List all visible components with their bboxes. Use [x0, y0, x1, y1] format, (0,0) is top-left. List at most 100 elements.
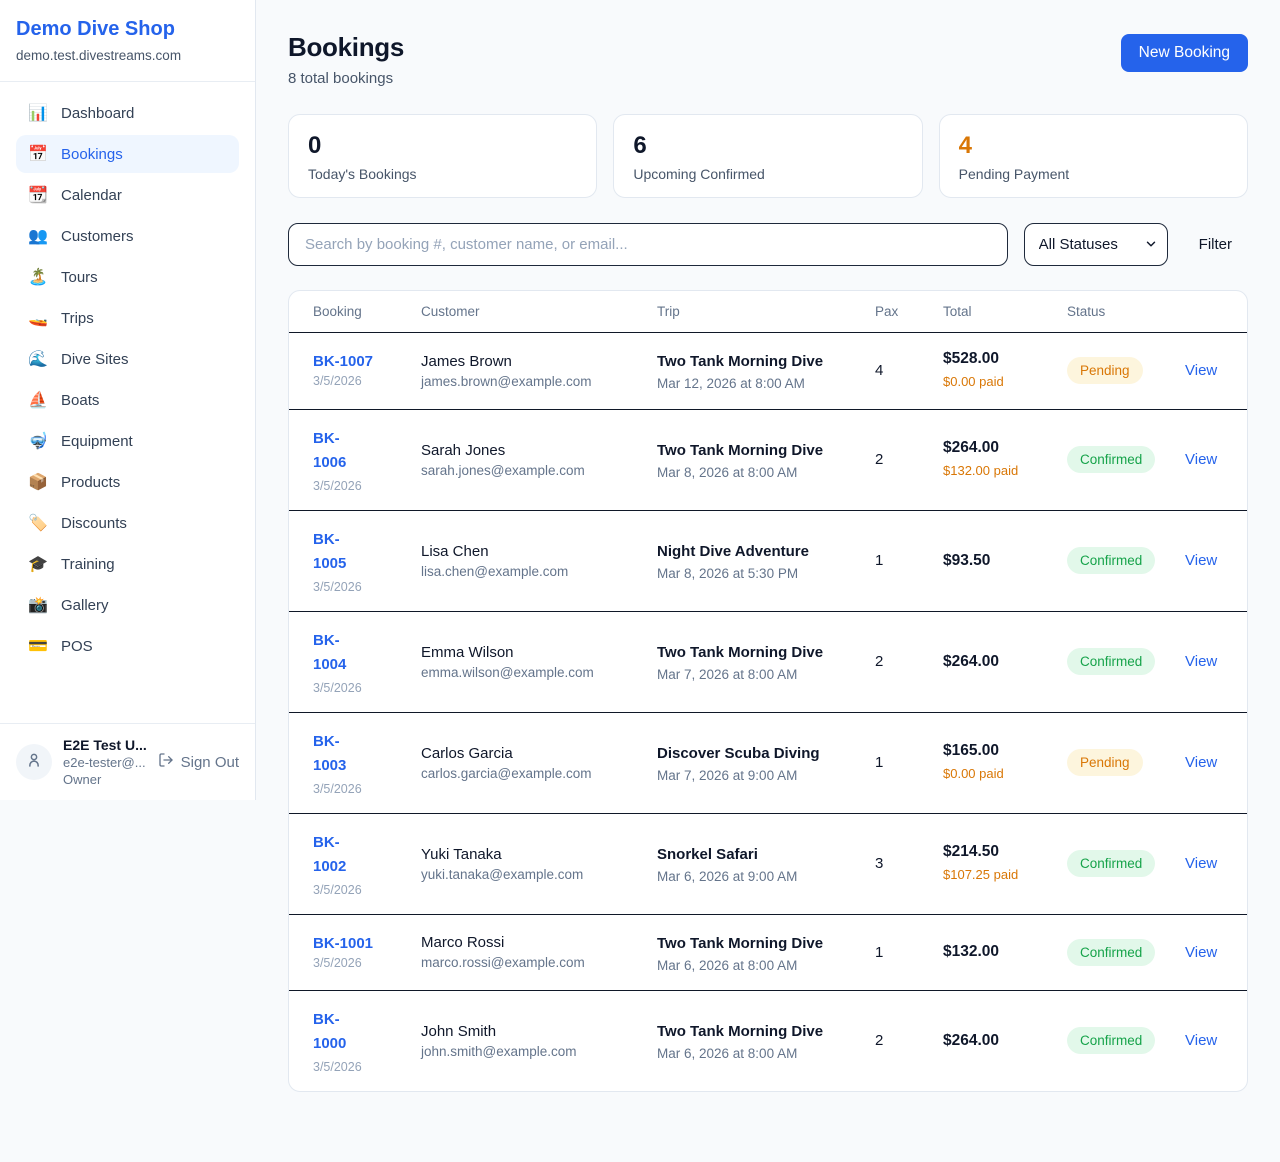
- status-cell: Confirmed: [1059, 989, 1177, 1091]
- booking-link[interactable]: BK-1003: [313, 732, 347, 774]
- stats-cards: 0 Today's Bookings 6 Upcoming Confirmed …: [288, 114, 1248, 198]
- trip-cell: Two Tank Morning Dive Mar 8, 2026 at 8:0…: [649, 408, 867, 510]
- trip-name: Two Tank Morning Dive: [657, 643, 824, 661]
- view-cell: View: [1177, 989, 1247, 1091]
- column-header-customer: Customer: [413, 291, 649, 333]
- stat-value: 6: [633, 132, 647, 159]
- booking-link[interactable]: BK-1001: [313, 934, 374, 952]
- sidebar-item-training[interactable]: 🎓 Training: [16, 545, 239, 583]
- view-link[interactable]: View: [1185, 754, 1218, 771]
- stat-card-pending-payment: 4 Pending Payment: [938, 114, 1248, 198]
- booking-date: 3/5/2026: [313, 680, 362, 695]
- sidebar-item-trips[interactable]: 🚤 Trips: [16, 299, 239, 337]
- sidebar-item-pos[interactable]: 💳 POS: [16, 627, 239, 665]
- sidebar-item-label: Calendar: [61, 186, 122, 204]
- total-cell: $214.50 $107.25 paid: [935, 812, 1059, 914]
- view-link[interactable]: View: [1185, 451, 1218, 468]
- total-amount: $264.00: [943, 438, 1000, 456]
- view-cell: View: [1177, 408, 1247, 510]
- paid-amount: $0.00 paid: [943, 374, 1004, 389]
- view-link[interactable]: View: [1185, 1032, 1218, 1050]
- new-booking-button[interactable]: New Booking: [1120, 34, 1248, 72]
- booking-link[interactable]: BK-1006: [313, 429, 347, 471]
- view-link[interactable]: View: [1185, 362, 1218, 380]
- sidebar-item-dashboard[interactable]: 📊 Dashboard: [16, 94, 239, 132]
- customer-cell: Marco Rossi marco.rossi@example.com: [413, 913, 649, 991]
- booking-link[interactable]: BK-1004: [313, 631, 347, 673]
- view-cell: View: [1177, 509, 1247, 611]
- booking-link[interactable]: BK-1002: [313, 833, 347, 875]
- sidebar-item-gallery[interactable]: 📸 Gallery: [16, 586, 239, 624]
- paid-amount: $107.25 paid: [943, 866, 1019, 882]
- booking-link[interactable]: BK-1005: [313, 530, 347, 572]
- stat-card-upcoming-confirmed: 6 Upcoming Confirmed: [613, 114, 923, 198]
- status-cell: Confirmed: [1059, 509, 1177, 611]
- booking-link[interactable]: BK-1000: [313, 1010, 347, 1052]
- page-title: Bookings: [288, 32, 405, 62]
- sidebar-item-label: Boats: [61, 391, 100, 409]
- sidebar-item-label: Trips: [61, 309, 94, 327]
- sidebar-item-label: Equipment: [61, 432, 133, 450]
- sidebar-item-discounts[interactable]: 🏷️ Discounts: [16, 504, 239, 542]
- view-cell: View: [1177, 711, 1247, 813]
- sidebar-item-tours[interactable]: 🏝️ Tours: [16, 258, 239, 296]
- search-input[interactable]: [288, 223, 1008, 266]
- user-name: E2E Test U...: [63, 737, 147, 753]
- view-cell: View: [1177, 610, 1247, 712]
- status-cell: Pending: [1059, 333, 1177, 410]
- sidebar-item-boats[interactable]: ⛵ Boats: [16, 381, 239, 419]
- view-link[interactable]: View: [1185, 943, 1218, 961]
- pax-cell: 1: [867, 711, 935, 813]
- customer-email: emma.wilson@example.com: [421, 664, 594, 680]
- customer-cell: Lisa Chen lisa.chen@example.com: [413, 509, 649, 611]
- sign-out-button[interactable]: Sign Out: [158, 752, 239, 772]
- trip-cell: Discover Scuba Diving Mar 7, 2026 at 9:0…: [649, 711, 867, 813]
- user-role: Owner: [63, 772, 102, 787]
- sidebar-item-bookings[interactable]: 📅 Bookings: [16, 135, 239, 173]
- sidebar-item-calendar[interactable]: 📆 Calendar: [16, 176, 239, 214]
- column-header-status: Status: [1059, 291, 1177, 333]
- sidebar-item-equipment[interactable]: 🤿 Equipment: [16, 422, 239, 460]
- trip-cell: Night Dive Adventure Mar 8, 2026 at 5:30…: [649, 509, 867, 611]
- total-cell: $264.00: [935, 989, 1059, 1091]
- sidebar-item-customers[interactable]: 👥 Customers: [16, 217, 239, 255]
- view-link[interactable]: View: [1185, 653, 1218, 670]
- sidebar-item-dive-sites[interactable]: 🌊 Dive Sites: [16, 340, 239, 378]
- view-link[interactable]: View: [1185, 855, 1218, 872]
- customer-name: Lisa Chen: [421, 542, 489, 560]
- trip-datetime: Mar 7, 2026 at 8:00 AM: [657, 667, 798, 683]
- filter-row: All Statuses Filter: [288, 223, 1248, 266]
- pax-cell: 2: [867, 989, 935, 1091]
- camera-flash-icon: 📸: [28, 597, 48, 614]
- stat-card-todays-bookings: 0 Today's Bookings: [288, 114, 598, 198]
- booking-cell: BK-1001 3/5/2026: [289, 913, 413, 991]
- stat-label: Upcoming Confirmed: [633, 165, 765, 182]
- customer-email: marco.rossi@example.com: [421, 955, 585, 971]
- booking-cell: BK-1004 3/5/2026: [289, 610, 413, 712]
- bookings-table: Booking Customer Trip Pax Total Status B…: [289, 291, 1247, 1091]
- filter-button[interactable]: Filter: [1198, 236, 1232, 253]
- customer-email: sarah.jones@example.com: [421, 462, 585, 478]
- total-amount: $528.00: [943, 350, 1000, 367]
- booking-date: 3/5/2026: [313, 882, 362, 897]
- booking-cell: BK-1005 3/5/2026: [289, 509, 413, 611]
- stat-value: 0: [308, 132, 322, 159]
- total-amount: $93.50: [943, 551, 991, 569]
- status-badge: Confirmed: [1067, 648, 1156, 675]
- sidebar-item-products[interactable]: 📦 Products: [16, 463, 239, 501]
- booking-date: 3/5/2026: [313, 955, 362, 970]
- person-icon: [25, 751, 43, 774]
- trip-datetime: Mar 7, 2026 at 9:00 AM: [657, 768, 798, 784]
- page-header: Bookings 8 total bookings New Booking: [288, 32, 1248, 87]
- booking-cell: BK-1003 3/5/2026: [289, 711, 413, 813]
- trip-cell: Two Tank Morning Dive Mar 6, 2026 at 8:0…: [649, 913, 867, 991]
- status-filter-select[interactable]: All Statuses: [1023, 223, 1168, 266]
- customer-name: Yuki Tanaka: [421, 845, 502, 863]
- sidebar-item-label: Bookings: [61, 145, 123, 163]
- credit-card-icon: 💳: [28, 638, 48, 655]
- trip-name: Two Tank Morning Dive: [657, 441, 824, 459]
- sidebar-nav: 📊 Dashboard 📅 Bookings 📆 Calendar 👥 Cust…: [0, 82, 255, 723]
- booking-link[interactable]: BK-1007: [313, 353, 374, 371]
- people-icon: 👥: [28, 228, 48, 245]
- view-link[interactable]: View: [1185, 552, 1218, 569]
